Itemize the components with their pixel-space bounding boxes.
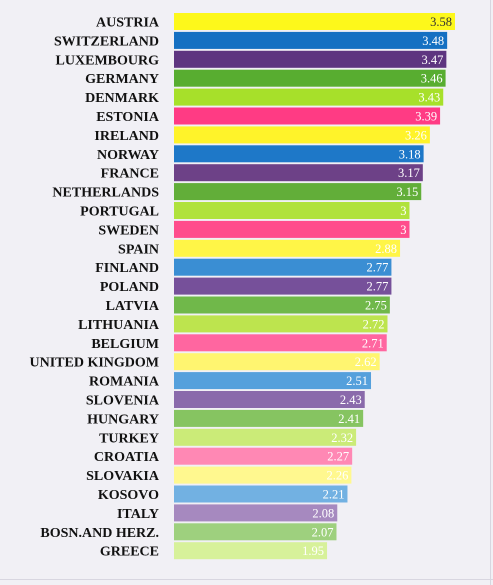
bar-finland [174, 258, 392, 276]
bar-germany [174, 69, 446, 87]
value-label: 2.21 [323, 488, 345, 502]
value-label: 3.48 [422, 34, 444, 48]
value-label: 2.32 [331, 431, 353, 445]
value-label: 2.72 [363, 317, 385, 331]
value-label: 2.26 [327, 469, 349, 483]
value-label: 2.71 [362, 336, 384, 350]
category-label: GREECE [100, 545, 159, 560]
value-label: 2.77 [367, 280, 389, 294]
value-label: 3.58 [430, 15, 452, 29]
category-label: CROATIA [94, 450, 160, 465]
bar-france [174, 164, 423, 182]
value-label: 2.62 [355, 355, 377, 369]
bar-romania [174, 372, 372, 390]
bar-belgium [174, 334, 387, 352]
bar-ireland [174, 126, 430, 144]
value-label: 2.43 [340, 393, 362, 407]
bar-lithuania [174, 315, 388, 333]
value-label: 2.77 [367, 261, 389, 275]
bar-netherlands [174, 183, 422, 201]
bar-estonia [174, 107, 441, 125]
category-label: FRANCE [101, 167, 159, 182]
bar-united-kingdom [174, 353, 380, 371]
value-label: 3.43 [418, 91, 440, 105]
category-label: KOSOVO [98, 488, 159, 503]
bar-croatia [174, 447, 353, 465]
bar-sweden [174, 220, 410, 238]
value-label: 2.27 [327, 450, 349, 464]
bar-turkey [174, 428, 357, 446]
value-label: 3.47 [421, 53, 443, 67]
category-label: LUXEMBOURG [56, 53, 160, 68]
value-label: 1.95 [302, 544, 324, 558]
bar-latvia [174, 296, 390, 314]
category-label: BOSN.AND HERZ. [40, 526, 159, 541]
category-label: GERMANY [85, 72, 159, 87]
bar-kosovo [174, 485, 348, 503]
category-label: FINLAND [95, 261, 159, 276]
bar-switzerland [174, 31, 448, 49]
value-label: 3.39 [415, 110, 437, 124]
category-label: NORWAY [97, 148, 159, 163]
value-label: 3.26 [405, 128, 427, 142]
category-label: SWEDEN [98, 223, 159, 238]
category-label: BELGIUM [91, 337, 159, 352]
category-label: LATVIA [106, 299, 160, 314]
value-label: 3.18 [399, 147, 421, 161]
category-label: ITALY [117, 507, 159, 522]
category-label: NETHERLANDS [52, 186, 159, 201]
bar-slovakia [174, 466, 352, 484]
bar-austria [174, 13, 455, 30]
category-label: PORTUGAL [80, 205, 159, 220]
category-label: ESTONIA [96, 110, 160, 125]
category-label: IRELAND [94, 129, 159, 144]
category-label: ROMANIA [89, 375, 160, 390]
category-label: TURKEY [99, 431, 159, 446]
bar-portugal [174, 202, 410, 219]
value-label: 2.75 [365, 299, 387, 313]
category-label: SPAIN [118, 242, 159, 257]
bar-hungary [174, 409, 364, 427]
bar-denmark [174, 88, 444, 106]
bar-bosn-and-herz [174, 523, 337, 541]
category-label: UNITED KINGDOM [29, 356, 159, 371]
category-label: POLAND [100, 280, 159, 295]
category-label: SLOVAKIA [86, 469, 160, 484]
category-label: SLOVENIA [86, 394, 160, 409]
category-label: LITHUANIA [78, 318, 160, 333]
bars-group: AUSTRIA 3.58 SWITZERLAND 3.48 LUXEMBOURG 3.47… [29, 13, 455, 560]
value-label: 3.15 [396, 185, 418, 199]
category-label: DENMARK [85, 91, 159, 106]
category-label: AUSTRIA [96, 16, 160, 31]
bar-slovenia [174, 391, 365, 408]
value-label: 3.46 [421, 72, 443, 86]
value-label: 3.17 [398, 166, 420, 180]
value-label: 2.88 [375, 242, 397, 256]
category-label: HUNGARY [87, 412, 159, 427]
bar-norway [174, 145, 424, 163]
value-label: 2.51 [346, 374, 368, 388]
value-label: 2.08 [312, 506, 334, 520]
category-label: SWITZERLAND [54, 34, 159, 49]
bar-luxembourg [174, 50, 447, 68]
value-label: 3 [400, 204, 406, 218]
bar-greece [174, 542, 328, 560]
bar-poland [174, 277, 392, 295]
bar-italy [174, 504, 338, 522]
value-label: 3 [400, 223, 406, 237]
value-label: 2.07 [312, 525, 334, 539]
value-label: 2.41 [338, 412, 360, 426]
bar-spain [174, 239, 401, 257]
